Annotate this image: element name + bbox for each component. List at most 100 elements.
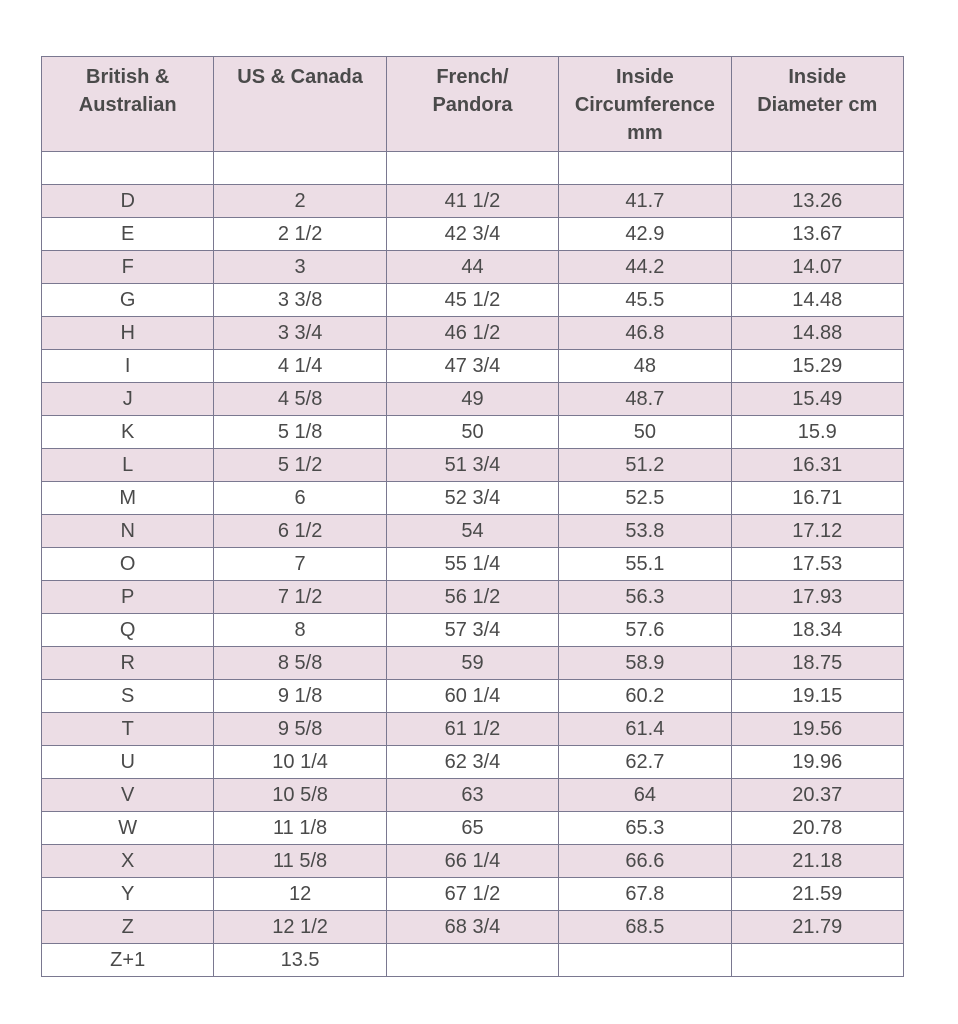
table-cell: U <box>40 745 215 779</box>
table-cell: 4 5/8 <box>213 382 387 416</box>
table-cell: 18.34 <box>730 613 904 647</box>
header-row: British & Australian US & Canada French/Pan… <box>40 56 904 152</box>
header-text: Pandora <box>432 94 513 116</box>
ring-size-table-wrap: British & Australian US & Canada French/Pan… <box>40 56 904 977</box>
empty-cell <box>730 943 904 977</box>
table-row: F 3 44 44.2 14.07 <box>40 250 904 284</box>
table-cell: 6 <box>213 481 387 515</box>
table-cell: 5 1/8 <box>213 415 387 449</box>
table-cell: 41 1/2 <box>385 184 560 218</box>
table-cell: 65.3 <box>558 811 732 845</box>
table-cell: 2 1/2 <box>213 217 387 251</box>
table-cell: 44.2 <box>558 250 732 284</box>
table-cell: L <box>40 448 215 482</box>
table-cell: 41.7 <box>558 184 732 218</box>
table-cell: V <box>40 778 215 812</box>
table-cell: 67.8 <box>558 877 732 911</box>
table-cell: 52.5 <box>558 481 732 515</box>
table-cell: 58.9 <box>558 646 732 680</box>
table-cell: 12 1/2 <box>213 910 387 944</box>
table-cell: 14.07 <box>730 250 904 284</box>
table-cell: 67 1/2 <box>385 877 560 911</box>
header-cell: Inside Circumference mm <box>558 56 732 152</box>
table-cell: 7 1/2 <box>213 580 387 614</box>
table-cell: 47 3/4 <box>385 349 560 383</box>
table-cell: Z <box>40 910 215 944</box>
table-cell: 61 1/2 <box>385 712 560 746</box>
table-cell: Y <box>40 877 215 911</box>
table-cell: E <box>40 217 215 251</box>
table-cell: 51 3/4 <box>385 448 560 482</box>
table-cell: 45.5 <box>558 283 732 317</box>
table-cell: 54 <box>385 514 560 548</box>
table-cell: 17.12 <box>730 514 904 548</box>
table-cell: H <box>40 316 215 350</box>
table-cell: 56.3 <box>558 580 732 614</box>
table-cell: 60 1/4 <box>385 679 560 713</box>
table-cell: F <box>40 250 215 284</box>
table-cell: 17.53 <box>730 547 904 581</box>
table-cell: O <box>40 547 215 581</box>
table-cell: 5 1/2 <box>213 448 387 482</box>
table-cell: D <box>40 184 215 218</box>
table-cell: 48 <box>558 349 732 383</box>
table-cell: 18.75 <box>730 646 904 680</box>
table-cell: 4 1/4 <box>213 349 387 383</box>
table-cell: T <box>40 712 215 746</box>
table-cell: 2 <box>213 184 387 218</box>
header-text: French/ <box>436 66 509 88</box>
table-cell: 66 1/4 <box>385 844 560 878</box>
table-cell: 16.31 <box>730 448 904 482</box>
table-row: Z+1 13.5 <box>40 943 904 977</box>
table-cell: M <box>40 481 215 515</box>
table-cell: 68 3/4 <box>385 910 560 944</box>
table-cell: 57.6 <box>558 613 732 647</box>
table-cell: 9 5/8 <box>213 712 387 746</box>
table-cell: 64 <box>558 778 732 812</box>
table-cell: 15.9 <box>730 415 904 449</box>
header-text: Inside <box>788 66 847 88</box>
table-cell: R <box>40 646 215 680</box>
table-cell: 3 3/8 <box>213 283 387 317</box>
header-cell: French/Pandora <box>385 56 560 152</box>
empty-cell <box>558 943 732 977</box>
empty-cell <box>385 943 560 977</box>
table-cell: 48.7 <box>558 382 732 416</box>
table-cell: 7 <box>213 547 387 581</box>
table-cell: 61.4 <box>558 712 732 746</box>
header-cell: Inside Diameter cm <box>730 56 904 152</box>
table-cell: 44 <box>385 250 560 284</box>
table-row: V 10 5/8 63 64 20.37 <box>40 778 904 812</box>
table-cell: 17.93 <box>730 580 904 614</box>
table-cell: 14.48 <box>730 283 904 317</box>
table-cell: 3 <box>213 250 387 284</box>
table-cell: 11 1/8 <box>213 811 387 845</box>
table-cell: 50 <box>558 415 732 449</box>
table-cell: 56 1/2 <box>385 580 560 614</box>
table-cell: 21.59 <box>730 877 904 911</box>
table-cell: 49 <box>385 382 560 416</box>
table-cell: N <box>40 514 215 548</box>
table-cell: 45 1/2 <box>385 283 560 317</box>
table-cell: 21.18 <box>730 844 904 878</box>
table-row: Q 8 57 3/4 57.6 18.34 <box>40 613 904 647</box>
table-cell: 68.5 <box>558 910 732 944</box>
table-cell: G <box>40 283 215 317</box>
header-text: Diameter cm <box>757 94 878 116</box>
ring-size-table: British & Australian US & Canada French/Pan… <box>40 56 904 977</box>
header-text: mm <box>627 122 663 144</box>
table-cell: 21.79 <box>730 910 904 944</box>
table-row: Y 12 67 1/2 67.8 21.59 <box>40 877 904 911</box>
table-cell: 10 5/8 <box>213 778 387 812</box>
table-cell: 53.8 <box>558 514 732 548</box>
table-cell: 3 3/4 <box>213 316 387 350</box>
table-cell: 52 3/4 <box>385 481 560 515</box>
